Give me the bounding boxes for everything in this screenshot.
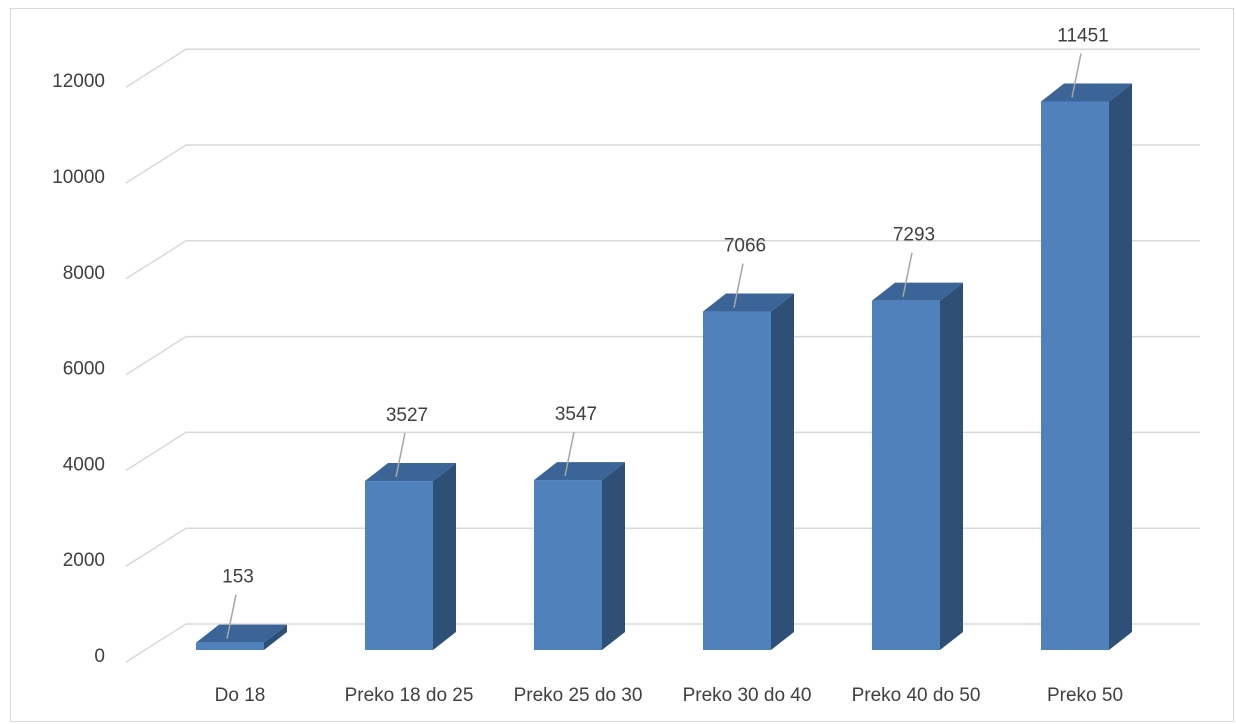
x-category-label: Preko 18 do 25 [345, 685, 474, 706]
bar [534, 462, 625, 650]
bar [703, 293, 794, 650]
data-label: 3527 [386, 405, 428, 478]
y-tick-label: 4000 [63, 454, 105, 475]
gridline [125, 431, 1200, 472]
bar [196, 624, 287, 650]
x-category-label: Do 18 [215, 685, 266, 706]
bar [365, 463, 456, 650]
svg-text:3547: 3547 [555, 404, 597, 425]
y-tick-label: 2000 [63, 550, 105, 571]
gridlines [125, 48, 1200, 663]
svg-text:7293: 7293 [893, 225, 935, 246]
data-label: 7293 [893, 225, 935, 297]
gridline [125, 48, 1200, 88]
y-tick-label: 6000 [63, 359, 105, 380]
bars [196, 83, 1132, 651]
x-category-label: Preko 25 do 30 [514, 685, 643, 706]
bar [872, 282, 963, 650]
data-label: 11451 [1057, 25, 1109, 98]
data-label: 3547 [555, 404, 597, 477]
y-tick-label: 12000 [52, 71, 105, 92]
gridline [125, 527, 1200, 567]
data-labels: 153 3527 3547 7066 7293 11451 [222, 25, 1109, 639]
svg-text:3527: 3527 [386, 405, 428, 426]
y-tick-label: 8000 [63, 263, 105, 284]
y-axis-ticks: 0 2000 4000 6000 8000 10000 12000 [52, 71, 105, 667]
data-label: 7066 [724, 236, 766, 308]
x-category-label: Preko 50 [1047, 685, 1123, 706]
x-category-label: Preko 40 do 50 [852, 685, 981, 706]
y-tick-label: 0 [94, 646, 105, 667]
gridline [125, 144, 1200, 184]
x-axis-categories: Do 18 Preko 18 do 25 Preko 25 do 30 Preko 3… [215, 685, 1123, 706]
svg-text:11451: 11451 [1057, 25, 1108, 46]
gridline [125, 335, 1200, 376]
svg-text:7066: 7066 [724, 236, 766, 257]
svg-text:153: 153 [222, 567, 254, 588]
gridline [125, 240, 1200, 280]
y-tick-label: 10000 [52, 167, 105, 188]
data-label: 153 [222, 567, 254, 639]
x-category-label: Preko 30 do 40 [683, 685, 812, 706]
bar [1041, 83, 1132, 651]
gridline [125, 623, 1200, 663]
